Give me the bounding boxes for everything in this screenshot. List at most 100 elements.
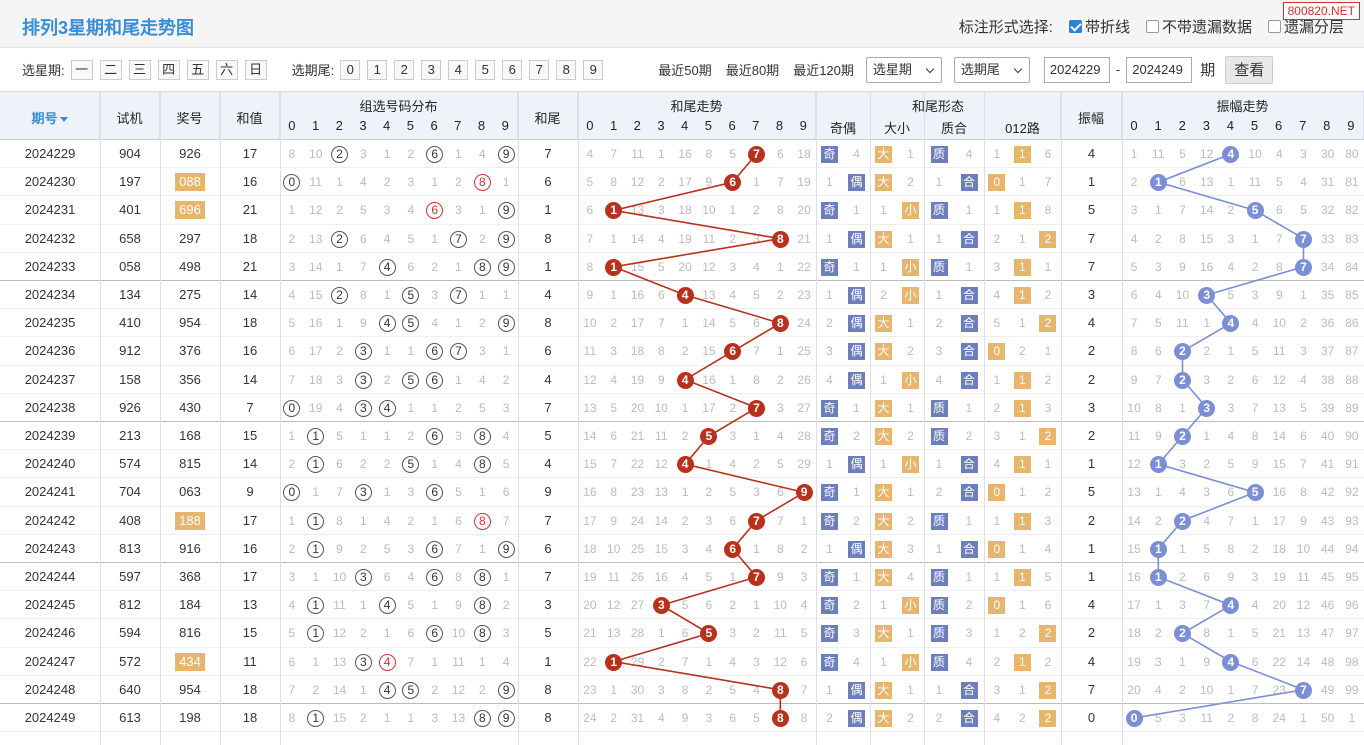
amp-trend-cell: 17: [1272, 513, 1286, 528]
prize-cell: 954: [160, 676, 220, 704]
form-cell: 2: [907, 429, 914, 443]
dist-cell: 1: [336, 259, 343, 274]
dist-cell: 1: [304, 422, 328, 450]
tail-button[interactable]: 4: [448, 59, 469, 80]
tail-button[interactable]: 5: [475, 59, 496, 80]
trial-cell: 812: [119, 597, 141, 613]
road-cell: 2: [1035, 309, 1061, 337]
road-cell: 1: [1010, 140, 1036, 168]
view-button[interactable]: 查看: [1225, 55, 1274, 84]
tail-trend-ball: 9: [795, 484, 813, 502]
digit-header: 3: [359, 118, 367, 133]
road-cell: 1: [1019, 231, 1026, 246]
amp-trend-cell: 16: [1200, 259, 1214, 274]
col-issue-header[interactable]: 期号: [0, 92, 100, 140]
dist-cell: 6: [423, 366, 447, 394]
table-row: 2024248 640 954 18 7 2 14 1 4 5 2 12 2 9 8 23 1 30 3 8 2 5 4 8 7…: [0, 676, 1364, 704]
form-cell: 偶: [843, 337, 870, 365]
amp-trend-cell: 12: [1127, 457, 1141, 472]
weekday-button[interactable]: 一: [70, 59, 93, 80]
checkbox-icon[interactable]: [1068, 20, 1082, 33]
road-tag: 2: [1039, 681, 1057, 699]
amp-trend-ball: 4: [1222, 597, 1240, 615]
option-no-missing[interactable]: 不带遗漏数据: [1145, 16, 1252, 37]
amp-trend-cell: 90: [1345, 429, 1359, 443]
road-cell: 4: [993, 288, 1001, 302]
form-tag: 大: [875, 174, 892, 192]
dist-cell: 1: [304, 535, 328, 563]
tail-button[interactable]: 9: [583, 59, 604, 80]
form-cell: 2: [853, 598, 860, 613]
amp-trend-cell: 86: [1345, 316, 1359, 331]
trial-cell: 408: [119, 512, 141, 528]
tail-trend-cell: 9: [776, 570, 784, 584]
weekday-button[interactable]: 三: [128, 59, 151, 80]
digit-header: 2: [1178, 118, 1186, 133]
checkbox-icon[interactable]: [1145, 20, 1159, 33]
recent-50-link[interactable]: 最近50期: [658, 63, 712, 78]
amp-trend-cell: 9: [1179, 259, 1186, 274]
dist-cell: 8: [288, 147, 296, 161]
recent-120-link[interactable]: 最近120期: [793, 63, 854, 78]
digit-header: 3: [657, 118, 665, 133]
sort-down-icon[interactable]: [59, 117, 68, 123]
road-tag: 0: [988, 540, 1006, 558]
dist-hit-ball: 6: [426, 371, 444, 389]
tail-button[interactable]: 2: [394, 59, 415, 80]
weekday-button[interactable]: 日: [244, 59, 267, 80]
checkbox-icon[interactable]: [1267, 20, 1281, 33]
tail-button[interactable]: 0: [340, 59, 361, 80]
amp-trend-cell: 9: [1154, 429, 1162, 443]
table-row: 2024246 594 816 15 5 1 12 2 1 6 6 10 8 3 5 21 13 28 1 6 5 3 2 1…: [0, 619, 1364, 648]
amp-trend-cell: 12: [1200, 147, 1214, 161]
dist-cell: 1: [455, 259, 462, 274]
select-tail-dropdown[interactable]: 选期尾: [953, 56, 1030, 83]
dist-hit-ball: 5: [402, 371, 420, 389]
weekday-button[interactable]: 四: [157, 59, 180, 80]
tail-trend-cell: 8: [776, 541, 784, 556]
option-with-line[interactable]: 带折线: [1068, 16, 1130, 37]
tail-trend-cell: 26: [797, 372, 811, 387]
tail-button[interactable]: 6: [502, 59, 523, 80]
tail-trend-cell: 5: [729, 682, 737, 697]
form-cell: 奇: [816, 507, 843, 535]
amp-trend-cell: 21: [1272, 626, 1286, 641]
weekday-button[interactable]: 五: [186, 59, 209, 80]
issue-cell: 2024232: [24, 230, 76, 246]
dist-cell: 9: [494, 140, 518, 168]
tail-button[interactable]: 8: [556, 59, 577, 80]
tail-cell: 1: [544, 258, 552, 274]
amp-trend-cell: 22: [1272, 654, 1286, 669]
form-cell: 偶: [843, 704, 870, 732]
amp-trend-cell: 33: [1321, 231, 1335, 246]
form-cell: 大: [870, 507, 897, 535]
option-missing-layer[interactable]: 遗漏分层: [1267, 16, 1344, 37]
select-week-dropdown[interactable]: 选星期: [865, 56, 942, 83]
road-cell: 1: [1010, 563, 1036, 591]
amp-trend-cell: 37: [1321, 344, 1335, 359]
tail-trend-cell: 19: [678, 231, 692, 246]
form-cell: 2: [907, 344, 914, 359]
form-cell: 大: [870, 478, 897, 506]
tail-button[interactable]: 3: [421, 59, 442, 80]
tail-trend-cell: 6: [721, 168, 745, 196]
issue-cell: 2024238: [24, 399, 76, 415]
prize-number: 168: [179, 428, 201, 443]
tail-trend-cell: 12: [702, 259, 716, 274]
from-issue-input[interactable]: 2024229: [1043, 56, 1110, 83]
tail-button[interactable]: 1: [367, 59, 388, 80]
amp-trend-cell: 5: [1243, 478, 1267, 506]
tail-trend-cell: 5: [729, 316, 737, 331]
form-tag: 大: [875, 569, 892, 586]
recent-80-link[interactable]: 最近80期: [725, 63, 780, 78]
road-tag: 1: [1013, 653, 1031, 671]
weekday-button[interactable]: 二: [99, 59, 122, 80]
tail-button[interactable]: 7: [529, 59, 550, 80]
tail-trend-cell: 14: [630, 231, 645, 246]
to-issue-input[interactable]: 2024249: [1126, 56, 1193, 83]
dist-cell: 2: [383, 372, 391, 387]
amp-trend-cell: 92: [1345, 485, 1359, 500]
form-cell: 合: [954, 337, 984, 365]
issue-cell: 2024239: [24, 428, 76, 443]
weekday-button[interactable]: 六: [215, 59, 238, 80]
